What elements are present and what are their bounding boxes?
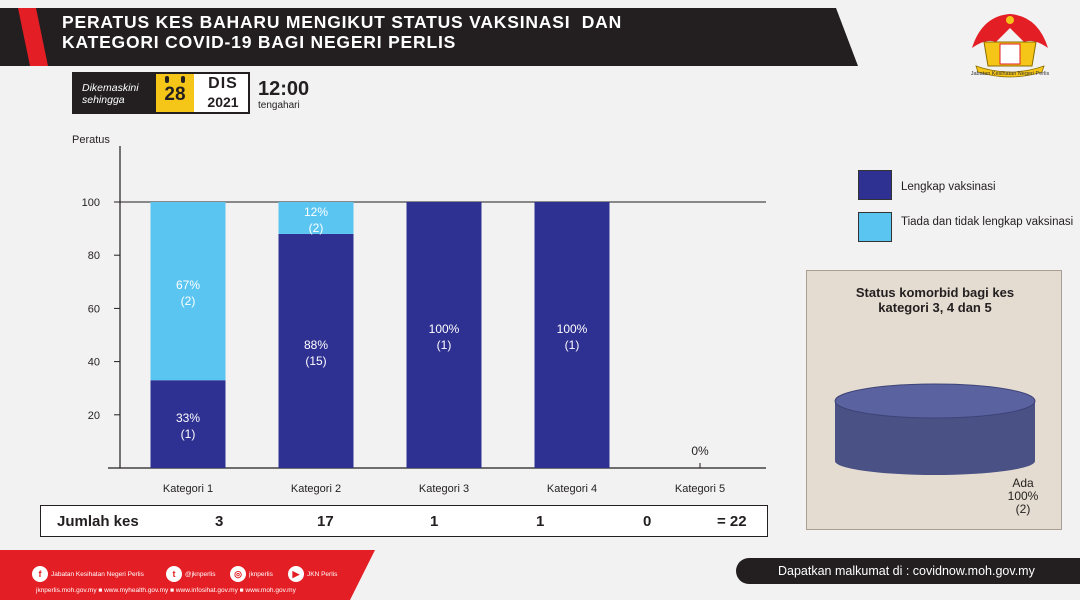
instagram-icon: ◎ <box>230 566 246 583</box>
bar-segment <box>150 380 226 468</box>
vaccination-bar-chart: 20 40 60 80 100 Peratus 33% (1) 67% (2) Kategori 1… <box>72 134 766 495</box>
x-tick-label: Kategori 2 <box>291 483 341 495</box>
x-tick-label: Kategori 4 <box>547 483 597 495</box>
month-value: DIS <box>208 75 238 92</box>
comorbid-label-count: (2) <box>1015 502 1031 516</box>
social-youtube-label: JKN Perlis <box>307 571 338 578</box>
y-tick-label: 100 <box>82 197 100 209</box>
data-count: (1) <box>437 338 452 352</box>
social-instagram[interactable]: ◎ jknperlis <box>230 566 273 584</box>
bar-segment <box>278 202 354 234</box>
comorbid-title: Status komorbid bagi kes kategori 3, 4 d… <box>855 285 1015 315</box>
logo-caption: Jabatan Kesihatan Negeri Perlis <box>970 71 1050 77</box>
bar-segment <box>406 202 482 468</box>
footer-social-bar <box>0 550 375 600</box>
data-label: 67% <box>176 278 200 292</box>
x-tick-label: Kategori 1 <box>163 483 213 495</box>
comorbid-cylinder-chart <box>834 383 1036 475</box>
data-label: 33% <box>176 411 200 425</box>
total-kategori-2: 17 <box>317 513 334 530</box>
data-count: (1) <box>181 427 196 441</box>
x-tick-label: Kategori 3 <box>419 483 469 495</box>
comorbid-label-name: Ada <box>1012 476 1034 490</box>
y-tick-label: 40 <box>88 357 100 369</box>
title-banner <box>0 8 858 66</box>
year-value: 2021 <box>207 94 239 110</box>
comorbid-label-percent: 100% <box>1007 489 1039 503</box>
update-label-line-2: sehingga <box>82 94 125 106</box>
calendar-ring-icon <box>181 76 185 83</box>
title-line-2: KATEGORI COVID-19 BAGI NEGERI PERLIS <box>62 32 457 52</box>
totals-label: Jumlah kes <box>57 513 139 530</box>
y-tick-label: 20 <box>88 410 100 422</box>
day-value: 28 <box>164 84 186 105</box>
bar-segment <box>278 233 354 468</box>
facebook-icon: f <box>32 566 48 583</box>
y-tick-label: 60 <box>88 303 100 315</box>
data-label: 100% <box>429 322 460 336</box>
update-label: Dikemaskini sehingga <box>74 74 156 112</box>
total-kategori-1: 3 <box>215 513 224 530</box>
coat-of-arms-logo <box>972 14 1048 78</box>
update-time-note: tengahari <box>258 100 300 111</box>
total-kategori-5: 0 <box>643 513 652 530</box>
social-youtube[interactable]: ▶ JKN Perlis <box>288 566 337 584</box>
legend-label-incomplete: Tiada dan tidak lengkap vaksinasi <box>901 216 1074 228</box>
title-line-1: PERATUS KES BAHARU MENGIKUT STATUS VAKSI… <box>62 12 623 32</box>
legend-swatch-incomplete <box>858 212 892 242</box>
cylinder-top <box>834 383 1036 419</box>
data-count: (15) <box>305 354 326 368</box>
data-count: (1) <box>565 338 580 352</box>
y-tick-label: 80 <box>88 250 100 262</box>
bar-segment <box>534 202 610 468</box>
legend-label-complete: Lengkap vaksinasi <box>901 181 996 193</box>
social-facebook-label: Jabatan Kesihatan Negeri Perlis <box>51 571 144 578</box>
legend-swatch-complete <box>858 170 892 200</box>
data-label: 0% <box>691 444 709 458</box>
update-date-box: Dikemaskini sehingga 28 DIS 2021 <box>72 72 250 114</box>
twitter-icon: t <box>166 566 182 583</box>
total-kategori-3: 1 <box>430 513 439 530</box>
comorbid-label: Ada 100% (2) <box>993 477 1053 516</box>
social-twitter-label: @jknperlis <box>185 571 216 578</box>
total-sum: = 22 <box>717 513 747 530</box>
social-facebook[interactable]: f Jabatan Kesihatan Negeri Perlis <box>32 566 144 584</box>
totals-row: Jumlah kes 3 17 1 1 0 = 22 <box>40 505 768 537</box>
update-time: 12:00 <box>258 78 310 100</box>
data-label: 12% <box>304 205 328 219</box>
data-label: 100% <box>557 322 588 336</box>
calendar-ring-icon <box>165 76 169 83</box>
footer-links[interactable]: jknperlis.moh.gov.my ■ www.myhealth.gov.… <box>36 587 296 594</box>
y-axis-title: Peratus <box>72 134 110 146</box>
data-count: (2) <box>309 221 324 235</box>
update-label-line-1: Dikemaskini <box>82 82 139 94</box>
page-title: PERATUS KES BAHARU MENGIKUT STATUS VAKSI… <box>62 12 622 52</box>
youtube-icon: ▶ <box>288 566 304 583</box>
x-tick-label: Kategori 5 <box>675 483 725 495</box>
footer-info-link[interactable]: Dapatkan malkumat di : covidnow.moh.gov.… <box>736 558 1080 584</box>
data-count: (2) <box>181 294 196 308</box>
calendar-month-year: DIS 2021 <box>196 74 250 112</box>
bar-segment <box>150 202 226 381</box>
social-twitter[interactable]: t @jknperlis <box>166 566 215 584</box>
social-instagram-label: jknperlis <box>249 571 273 578</box>
cylinder-body <box>835 401 1035 475</box>
data-label: 88% <box>304 338 328 352</box>
calendar-day: 28 <box>156 74 194 112</box>
comorbid-panel: Status komorbid bagi kes kategori 3, 4 d… <box>806 270 1062 530</box>
total-kategori-4: 1 <box>536 513 545 530</box>
